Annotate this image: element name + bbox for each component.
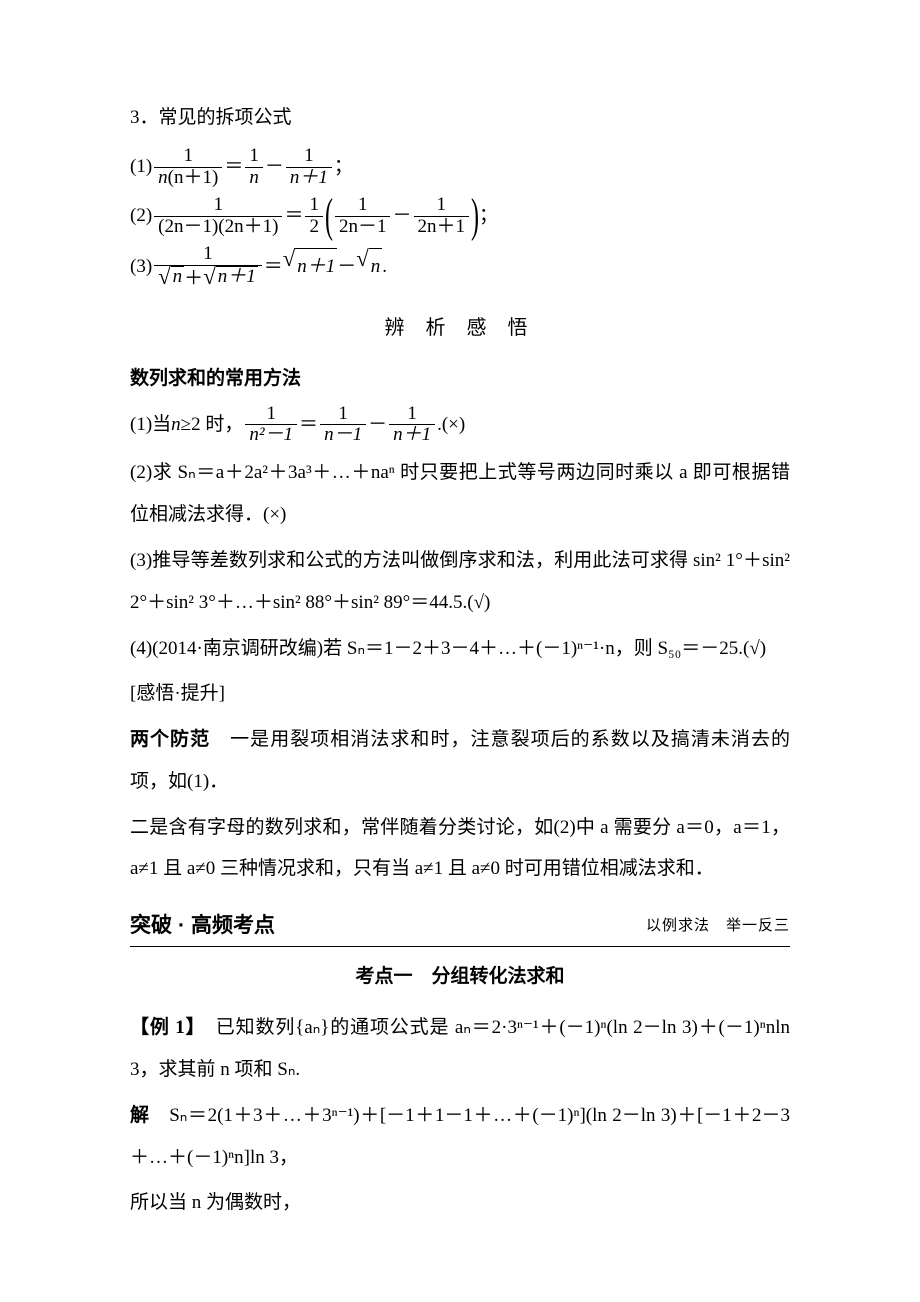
formula-1-lhs: 1 n(n＋1) [154,146,222,189]
example-1: 【例 1】 已知数列{aₙ}的通项公式是 aₙ＝2·3ⁿ⁻¹＋(－1)ⁿ(ln … [130,1007,790,1091]
breakthrough-underline [130,946,790,947]
analysis-note-2: 二是含有字母的数列求和，常伴随着分类讨论，如(2)中 a 需要分 a＝0，a＝1… [130,807,790,891]
formula-2-label: (2) [130,198,152,234]
formula-3-label: (3) [130,249,152,285]
analysis-item-4: (4)(2014·南京调研改编)若 Sₙ＝1－2＋3－4＋…＋(－1)ⁿ⁻¹·n… [130,628,790,670]
formula-2-lbracket: ( [325,197,333,235]
analysis-subtitle: 数列求和的常用方法 [130,361,790,397]
analysis-item-2: (2)求 Sₙ＝a＋2a²＋3a³＋…＋naⁿ 时只要把上式等号两边同时乘以 a… [130,452,790,536]
formula-2-r2: 1 2n＋1 [414,195,470,238]
section-3-title: 3．常见的拆项公式 [130,100,790,136]
formula-2-lhs: 1 (2n－1)(2n＋1) [154,195,282,238]
breakthrough-right: 以例求法 举一反三 [646,912,790,941]
formula-1: (1) 1 n(n＋1) ＝ 1 n － 1 n＋1 ； [130,146,790,189]
solution-label: 解 [130,1105,150,1126]
formula-2: (2) 1 (2n－1)(2n＋1) ＝ 1 2 ( 1 2n－1 － 1 2n… [130,195,790,238]
analysis-title: 辨 析 感 悟 [130,309,790,347]
analysis-item-1: (1)当 n ≥2 时， 1 n²－1 ＝ 1 n－1 － 1 n＋1 .(×) [130,404,790,447]
formula-2-r1: 1 2n－1 [335,195,391,238]
analysis-item-3: (3)推导等差数列求和公式的方法叫做倒序求和法，利用此法可求得 sin² 1°＋… [130,540,790,624]
solution-p2: 所以当 n 为偶数时， [130,1182,790,1224]
analysis-note-1: 两个防范 一是用裂项相消法求和时，注意裂项后的系数以及搞清未消去的项，如(1)． [130,719,790,803]
document-page: 3．常见的拆项公式 (1) 1 n(n＋1) ＝ 1 n － 1 n＋1 ； (… [0,0,920,1302]
formula-3: (3) 1 √n＋√n＋1 ＝ √n＋1 － √n . [130,244,790,290]
breakthrough-left: 突破·高频考点 [130,906,275,946]
formula-2-half: 1 2 [305,195,323,238]
formula-1-r1: 1 n [245,146,263,189]
formula-3-r2: √n [356,248,382,285]
formula-1-r2: 1 n＋1 [286,146,332,189]
formula-2-rbracket: ) [471,197,479,235]
breakthrough-header: 突破·高频考点 以例求法 举一反三 [130,906,790,946]
analysis-note-1-lead: 两个防范 [130,729,210,750]
formula-3-r1: √n＋1 [283,248,338,285]
section-kaodian-1: 考点一 分组转化法求和 [130,959,790,995]
formula-1-label: (1) [130,149,152,185]
solution-1: 解 Sₙ＝2(1＋3＋…＋3ⁿ⁻¹)＋[－1＋1－1＋…＋(－1)ⁿ](ln 2… [130,1095,790,1179]
formula-3-lhs: 1 √n＋√n＋1 [154,244,262,290]
example-1-label: 【例 1】 [130,1017,196,1038]
analysis-note-title: [感悟·提升] [130,673,790,715]
